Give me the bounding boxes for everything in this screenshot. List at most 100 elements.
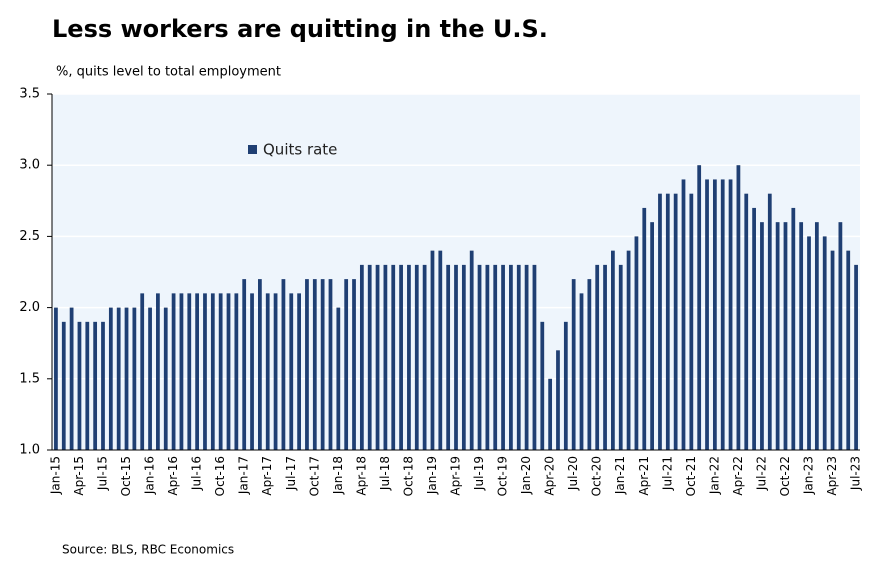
bar [697, 165, 702, 450]
x-tick-label: Oct-22 [778, 456, 792, 496]
bar [344, 279, 349, 450]
bar [242, 279, 247, 450]
bar [744, 193, 749, 450]
x-tick-label: Jul-18 [378, 456, 392, 491]
bar [814, 222, 819, 450]
bar [579, 293, 584, 450]
bar [250, 293, 254, 450]
x-tick-label: Jul-22 [754, 456, 768, 491]
x-tick-label: Apr-21 [637, 456, 651, 496]
bar [273, 293, 278, 450]
bar [156, 293, 160, 450]
bar [658, 193, 662, 450]
bar [108, 307, 113, 450]
bar [767, 193, 772, 450]
bar [61, 321, 66, 450]
bar [171, 293, 176, 450]
bar [540, 321, 545, 450]
bar [312, 279, 317, 450]
x-tick-label: Apr-20 [543, 456, 557, 496]
x-tick-label: Apr-17 [260, 456, 274, 496]
bar [297, 293, 301, 450]
bar [148, 307, 152, 450]
x-tick-label: Jan-23 [802, 456, 816, 495]
bar [681, 179, 686, 450]
bar [265, 293, 270, 450]
bar [563, 321, 568, 450]
x-tick-label: Jan-15 [48, 456, 62, 495]
bar [375, 264, 380, 450]
bar [414, 264, 419, 450]
y-tick-label: 1.0 [19, 443, 40, 458]
x-tick-label: Apr-23 [825, 456, 839, 496]
bar [516, 264, 521, 450]
bar [69, 307, 74, 450]
x-tick-label: Jan-17 [237, 456, 251, 495]
bar [367, 264, 372, 450]
bar [399, 264, 403, 450]
x-tick-label: Jul-21 [660, 456, 674, 491]
bar [77, 321, 82, 450]
bar [203, 293, 207, 450]
bar [799, 222, 804, 450]
bar [359, 264, 364, 450]
bar [383, 264, 388, 450]
y-tick-label: 2.5 [19, 229, 40, 244]
bar [391, 264, 396, 450]
x-tick-label: Jan-18 [331, 456, 345, 495]
bar [665, 193, 670, 450]
bar [352, 279, 356, 450]
bar [258, 279, 262, 450]
bar [775, 222, 780, 450]
x-tick-label: Jul-15 [95, 456, 109, 491]
bar [132, 307, 137, 450]
x-tick-label: Jul-20 [566, 456, 580, 491]
bar [116, 307, 121, 450]
bar [854, 264, 858, 450]
x-tick-label: Jan-16 [143, 456, 157, 495]
x-tick-label: Oct-15 [119, 456, 133, 496]
y-tick-label: 3.5 [19, 87, 40, 102]
bar [712, 179, 717, 450]
bar [783, 222, 788, 450]
bar [124, 307, 129, 450]
bar [618, 264, 623, 450]
bar [281, 279, 286, 450]
bar [501, 264, 505, 450]
x-tick-label: Apr-18 [354, 456, 368, 496]
x-tick-label: Apr-22 [731, 456, 745, 496]
bar [846, 250, 851, 450]
bar [407, 264, 411, 450]
x-tick-label: Oct-16 [213, 456, 227, 496]
bar [85, 321, 90, 450]
bar [461, 264, 466, 450]
bar [626, 250, 631, 450]
bar [752, 207, 756, 450]
bar [93, 321, 98, 450]
bar [611, 250, 615, 450]
x-tick-label: Apr-16 [166, 456, 180, 496]
bar [705, 179, 709, 450]
x-tick-label: Jul-17 [284, 456, 298, 491]
x-tick-label: Oct-17 [307, 456, 321, 496]
bar [571, 279, 576, 450]
x-tick-label: Jan-20 [519, 456, 533, 495]
x-tick-label: Oct-21 [684, 456, 698, 496]
bar [838, 222, 843, 450]
bar [642, 207, 647, 450]
bar [218, 293, 223, 450]
bar [163, 307, 168, 450]
bar [728, 179, 733, 450]
bar [195, 293, 200, 450]
bar [430, 250, 435, 450]
x-tick-label: Oct-20 [590, 456, 604, 496]
bar [830, 250, 835, 450]
x-tick-label: Jan-19 [425, 456, 439, 495]
bar [760, 222, 764, 450]
bar [438, 250, 443, 450]
legend-label: Quits rate [263, 141, 337, 159]
bar [634, 236, 639, 450]
bar [485, 264, 490, 450]
bar [422, 264, 427, 450]
